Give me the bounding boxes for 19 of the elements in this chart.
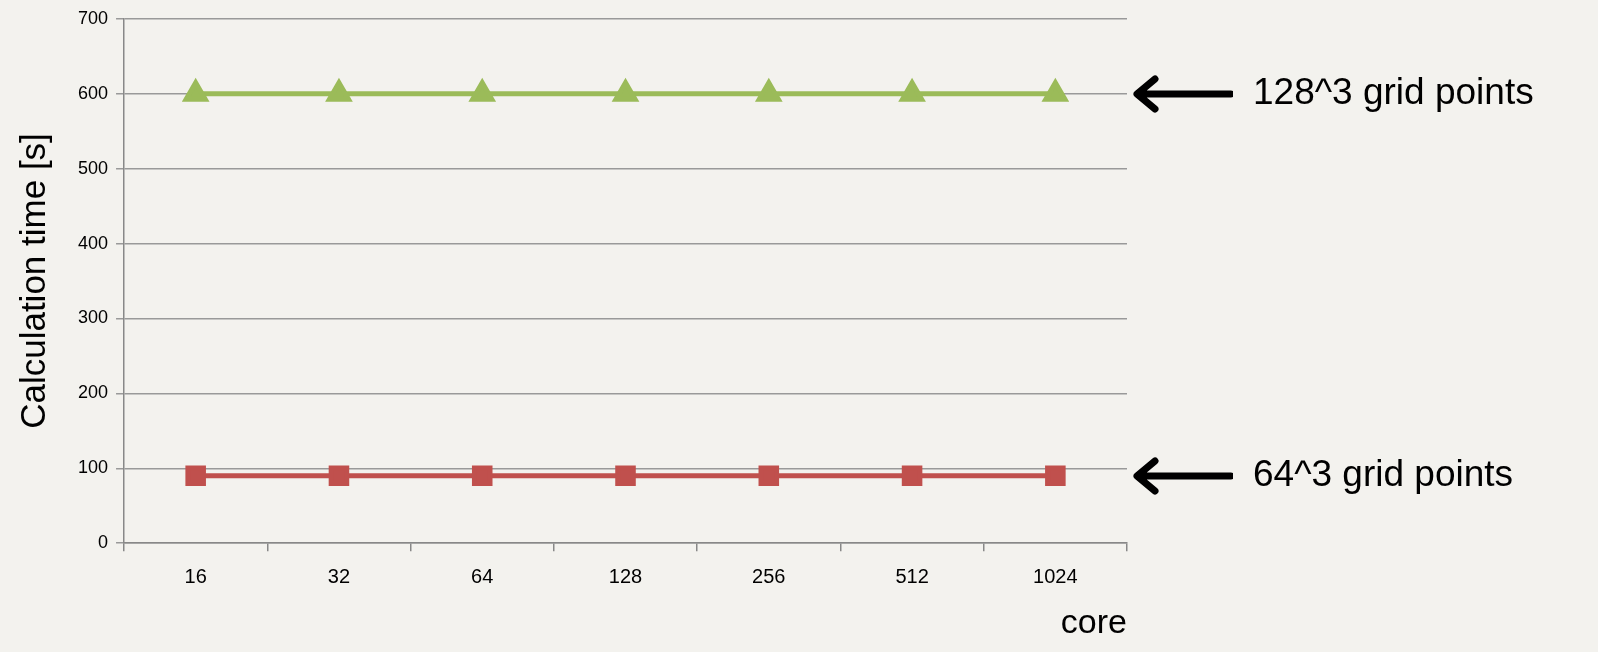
text: 64^3 grid points <box>1253 452 1514 494</box>
y-tick-label: 400 <box>77 232 109 253</box>
y-tick-label: 100 <box>77 457 109 478</box>
y-tick-label: 600 <box>77 82 109 103</box>
x-tick-label: 512 <box>895 564 929 587</box>
x-tick-label: 32 <box>327 564 351 587</box>
x-tick-label: 1024 <box>1033 564 1078 587</box>
x-tick-label: 256 <box>752 564 786 587</box>
x-axis-title: core <box>1060 601 1127 640</box>
text: 128^3 grid points <box>1253 70 1534 112</box>
x-tick-label: 16 <box>184 564 207 587</box>
y-tick-label: 300 <box>77 307 109 328</box>
x-tick-label: 128 <box>608 564 643 587</box>
x-tick-label: 64 <box>471 564 494 587</box>
y-tick-label: 500 <box>77 157 109 178</box>
y-tick-label: 0 <box>98 532 109 553</box>
y-axis-title: Calculation time [s] <box>12 133 52 429</box>
y-tick-label: 200 <box>77 382 109 403</box>
y-tick-label: 700 <box>77 7 109 28</box>
